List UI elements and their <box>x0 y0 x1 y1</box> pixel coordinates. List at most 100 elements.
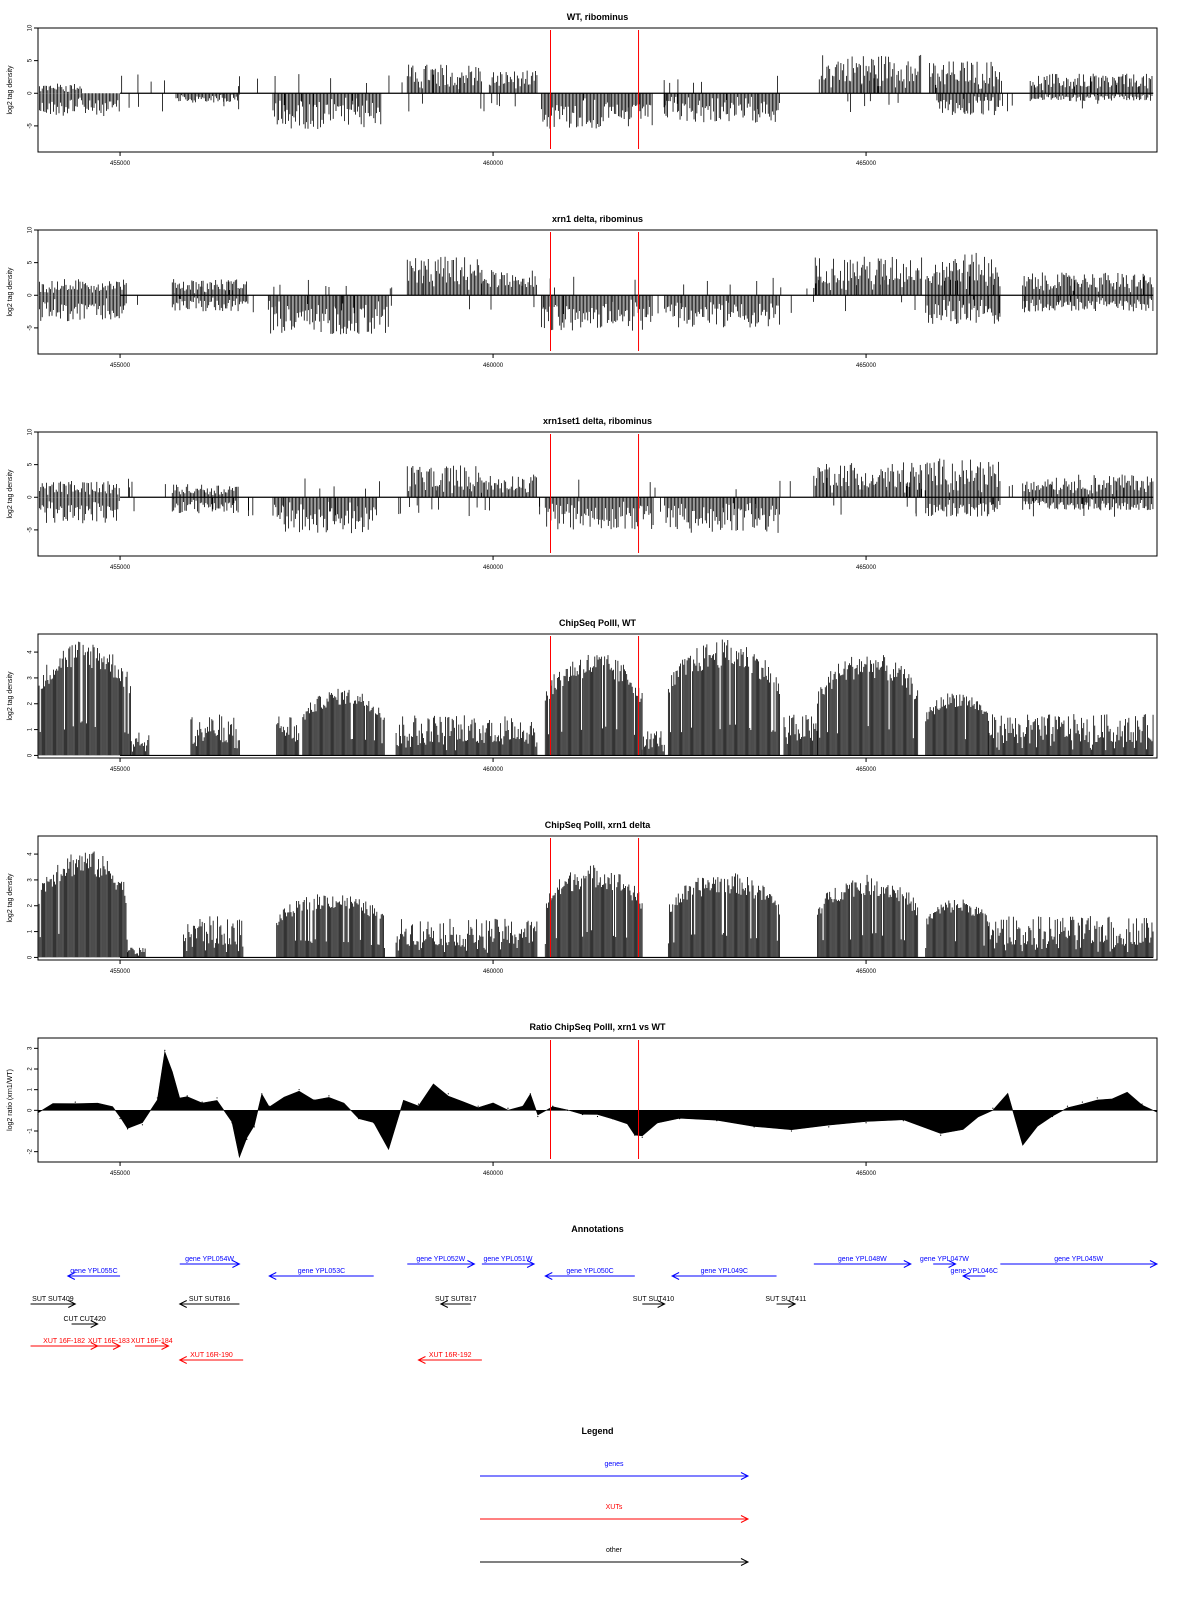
data-point <box>1081 1101 1083 1103</box>
y-tick-label: 10 <box>28 428 34 435</box>
chart-panel: xrn1set1 delta, ribominus log2 tag densit… <box>7 416 1158 571</box>
arrowhead-left-icon <box>439 1300 449 1308</box>
annotation-label: gene YPL046C <box>951 1268 998 1275</box>
data-point <box>634 1134 636 1136</box>
chart-panel: ChipSeq PolII, xrn1 delta log2 tag densit… <box>7 820 1158 975</box>
data-point <box>567 1109 569 1111</box>
annotation-arrow: SUT SUT817 <box>435 1296 477 1308</box>
y-tick-label: 1 <box>28 1087 34 1091</box>
data-point <box>37 1113 39 1116</box>
data-point <box>1126 1093 1128 1095</box>
annotation-arrow: SUT SUT410 <box>633 1296 674 1308</box>
y-tick-label: -2 <box>28 1148 34 1154</box>
data-point <box>462 1103 464 1105</box>
x-tick-label: 465000 <box>856 363 877 369</box>
data-point <box>1111 1099 1113 1101</box>
data-point <box>246 1138 248 1140</box>
annotation-label: gene YPL048W <box>838 1256 887 1263</box>
arrowhead-right-icon <box>1149 1260 1159 1268</box>
y-tick-label: 5 <box>28 462 34 466</box>
arrowhead-left-icon <box>544 1272 553 1280</box>
chart-title: xrn1 delta, ribominus <box>552 214 643 224</box>
data-point <box>507 1107 509 1109</box>
data-point <box>940 1134 942 1136</box>
arrowhead-right-icon <box>903 1260 912 1268</box>
data-point <box>298 1089 300 1091</box>
data-point <box>216 1097 218 1099</box>
y-axis-label: log2 tag density <box>7 267 14 317</box>
data-point <box>522 1105 524 1107</box>
y-axis-label: log2 tag density <box>7 65 14 115</box>
data-series <box>37 458 1154 534</box>
y-axis-label: log2 tag density <box>7 469 14 519</box>
x-tick-label: 465000 <box>856 969 877 975</box>
annotation-label: XUT 16F-183 <box>88 1338 130 1345</box>
data-point <box>902 1120 904 1122</box>
data-point <box>141 1124 144 1126</box>
chart-panel: Ratio ChipSeq PolII, xrn1 vs WT log2 rati… <box>7 1022 1158 1177</box>
arrowhead-right-icon <box>90 1320 99 1328</box>
arrowhead-right-icon <box>787 1300 797 1308</box>
data-point <box>253 1126 255 1128</box>
data-point <box>112 1107 114 1109</box>
plot-frame <box>37 27 1158 153</box>
arrowhead-left-icon <box>178 1300 187 1308</box>
y-tick-label: 1 <box>28 727 34 731</box>
annotation-arrow: SUT SUT816 <box>178 1296 240 1308</box>
y-tick-label: -5 <box>28 123 34 129</box>
y-tick-label: 0 <box>28 495 34 499</box>
arrowhead-left-icon <box>961 1272 971 1280</box>
annotation-label: gene YPL051W <box>484 1256 533 1263</box>
x-tick-label: 455000 <box>110 969 131 975</box>
data-point <box>268 1105 270 1107</box>
data-point <box>962 1128 964 1130</box>
data-point <box>716 1120 718 1122</box>
data-point <box>343 1103 345 1105</box>
plot-frame <box>37 1037 1158 1163</box>
data-point <box>611 1118 614 1120</box>
chart-title: Ratio ChipSeq PolII, xrn1 vs WT <box>529 1022 666 1032</box>
x-tick-label: 460000 <box>483 363 504 369</box>
data-point <box>1037 1124 1039 1126</box>
annotation-arrow: gene YPL051W <box>481 1256 536 1268</box>
x-tick-label: 455000 <box>110 363 131 369</box>
data-point <box>552 1105 554 1107</box>
arrowhead-right-icon <box>232 1260 241 1268</box>
data-point <box>977 1115 979 1118</box>
y-tick-label: 2 <box>28 701 34 705</box>
x-tick-label: 460000 <box>483 969 504 975</box>
data-series <box>37 252 1154 335</box>
data-point <box>283 1097 285 1099</box>
arrowhead-right-icon <box>68 1300 77 1308</box>
annotation-arrow: XUT 16F-183 <box>88 1338 130 1350</box>
y-tick-label: -5 <box>28 325 34 331</box>
data-point <box>596 1115 599 1118</box>
data-series <box>37 851 1154 958</box>
annotation-label: CUT CUT420 <box>63 1316 105 1323</box>
chart-title: WT, ribominus <box>567 12 629 22</box>
y-axis-label: log2 tag density <box>7 873 14 923</box>
data-point <box>678 1118 681 1120</box>
y-tick-label: 2 <box>28 1067 34 1071</box>
data-point <box>373 1122 375 1124</box>
annotation-label: gene YPL054W <box>185 1256 234 1263</box>
data-point <box>1051 1115 1054 1118</box>
y-tick-label: 5 <box>28 260 34 264</box>
x-tick-label: 465000 <box>856 1171 877 1177</box>
data-point <box>753 1126 755 1128</box>
arrowhead-right-icon <box>657 1300 666 1308</box>
y-tick-label: 10 <box>28 226 34 233</box>
data-point <box>417 1103 420 1105</box>
annotations-title: Annotations <box>571 1224 624 1234</box>
data-point <box>626 1122 628 1124</box>
data-point <box>581 1113 584 1116</box>
data-point <box>74 1101 76 1103</box>
y-tick-label: 0 <box>28 293 34 297</box>
data-point <box>402 1101 405 1103</box>
annotation-label: gene YPL050C <box>566 1268 613 1275</box>
data-point <box>1022 1142 1024 1144</box>
annotation-label: XUT 16F-182 <box>43 1338 85 1345</box>
y-tick-label: -5 <box>28 527 34 533</box>
x-tick-label: 460000 <box>483 767 504 773</box>
x-tick-label: 460000 <box>483 161 504 167</box>
